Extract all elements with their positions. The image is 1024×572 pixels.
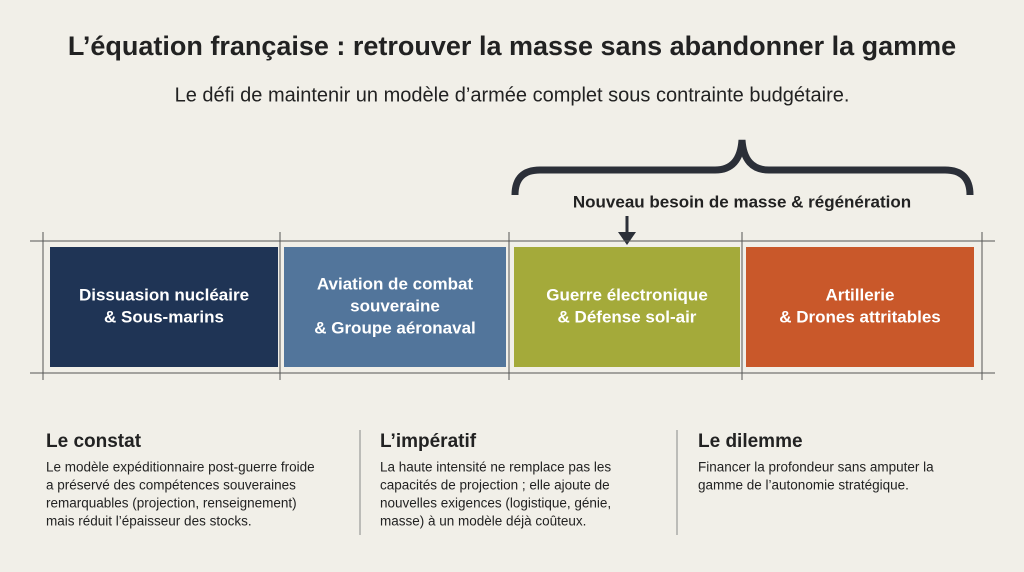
block: [746, 247, 974, 367]
block: [284, 247, 506, 367]
column-title: Le dilemme: [698, 431, 803, 452]
column-title: Le constat: [46, 431, 142, 452]
block-label: souveraine: [350, 296, 440, 315]
frame-lines: [30, 232, 995, 380]
column-text: remarquables (projection, renseignement): [46, 496, 297, 511]
block-label: & Groupe aéronaval: [314, 318, 476, 337]
column-text: capacités de projection ; elle ajoute de: [380, 478, 610, 493]
arrow-head: [618, 232, 636, 245]
title: L’équation française : retrouver la mass…: [68, 31, 956, 61]
column-text: masse) à un modèle déjà coûteux.: [380, 514, 586, 529]
block-label: Aviation de combat: [317, 274, 474, 293]
column-text: Le modèle expéditionnaire post-guerre fr…: [46, 460, 315, 475]
column-text: nouvelles exigences (logistique, génie,: [380, 496, 611, 511]
block-label: & Défense sol-air: [558, 307, 697, 326]
column-text: Financer la profondeur sans amputer la: [698, 460, 934, 475]
subtitle: Le défi de maintenir un modèle d’armée c…: [175, 84, 850, 106]
column-title: L’impératif: [380, 431, 477, 452]
block-label: Artillerie: [826, 285, 895, 304]
column-text: a préservé des compétences souveraines: [46, 478, 296, 493]
column-text: gamme de l’autonomie stratégique.: [698, 478, 909, 493]
block: [50, 247, 278, 367]
block: [514, 247, 740, 367]
block-label: & Sous-marins: [104, 307, 224, 326]
bracket: [511, 139, 974, 196]
column-text: La haute intensité ne remplace pas les: [380, 460, 611, 475]
block-label: Guerre électronique: [546, 285, 708, 304]
column-text: mais réduit l’épaisseur des stocks.: [46, 514, 252, 529]
bracket-label: Nouveau besoin de masse & régénération: [573, 192, 911, 211]
block-label: Dissuasion nucléaire: [79, 285, 249, 304]
block-label: & Drones attritables: [779, 307, 941, 326]
